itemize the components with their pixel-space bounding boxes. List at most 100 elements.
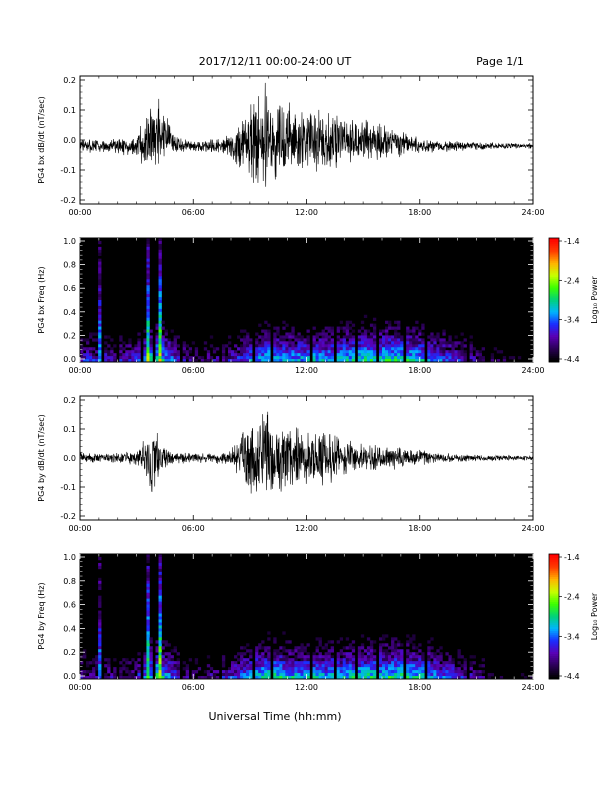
spectrogram-cell bbox=[155, 661, 159, 665]
spectrogram-cell bbox=[128, 344, 132, 348]
spectrogram-cell bbox=[237, 658, 241, 662]
spectrogram-cell bbox=[330, 353, 334, 357]
spectrogram-cell bbox=[321, 359, 325, 363]
spectrogram-cell bbox=[357, 353, 362, 357]
spectrogram-cell bbox=[282, 359, 286, 363]
spectrogram-cell bbox=[128, 353, 132, 357]
spectrogram-cell bbox=[155, 676, 159, 680]
spectrogram-cell bbox=[203, 341, 208, 345]
spectrogram-cell bbox=[104, 356, 108, 360]
spectrogram-cell bbox=[273, 350, 277, 354]
colorbar-swatch bbox=[549, 335, 559, 338]
spectrogram-cell bbox=[276, 649, 280, 653]
spectrogram-cell bbox=[170, 673, 174, 677]
spectrogram-cell bbox=[158, 332, 162, 336]
spectrogram-cell bbox=[372, 676, 377, 680]
spectrogram-cell bbox=[224, 344, 229, 348]
spectrogram-cell bbox=[98, 673, 102, 677]
spectrogram-cell bbox=[385, 347, 389, 351]
spectrogram-cell bbox=[397, 673, 401, 677]
spectrogram-cell bbox=[303, 664, 307, 668]
spectrogram-cell bbox=[400, 643, 404, 647]
spectrogram-cell bbox=[412, 664, 416, 668]
spectrogram-cell bbox=[463, 670, 467, 674]
spectrogram-cell bbox=[415, 655, 419, 659]
colorbar-swatch bbox=[549, 312, 559, 315]
spectrogram-cell bbox=[243, 338, 247, 342]
spectrogram-cell bbox=[336, 676, 341, 680]
colorbar-swatch bbox=[549, 647, 559, 651]
spectrogram-cell bbox=[246, 332, 250, 336]
spectrogram-cell bbox=[394, 646, 398, 650]
spectrogram-cell bbox=[155, 640, 159, 644]
spectrogram-cell bbox=[237, 356, 241, 360]
spectrogram-cell bbox=[146, 625, 150, 629]
spectrogram-cell bbox=[418, 667, 422, 671]
spectrogram-cell bbox=[143, 658, 147, 662]
spectrogram-cell bbox=[406, 338, 410, 342]
spectrogram-cell bbox=[339, 341, 344, 345]
colorbar-swatch bbox=[549, 291, 559, 295]
spectrogram-cell bbox=[206, 676, 211, 680]
spectrogram-cell bbox=[104, 673, 108, 677]
spectrogram-cell bbox=[113, 658, 117, 662]
spectrogram-cell bbox=[312, 670, 316, 674]
spectrogram-cell bbox=[321, 655, 325, 659]
colorbar-swatch bbox=[549, 564, 559, 567]
spectrogram-cell bbox=[297, 356, 301, 360]
spectrogram-cell bbox=[258, 664, 262, 668]
spectrogram-cell bbox=[240, 670, 244, 674]
spectrogram-cell bbox=[128, 673, 132, 677]
spectrogram-cell bbox=[158, 240, 162, 245]
spectrogram-cell bbox=[155, 649, 159, 653]
spectrogram-cell bbox=[321, 670, 325, 674]
spectrogram-cell bbox=[445, 670, 449, 674]
spectrogram-cell bbox=[137, 350, 141, 354]
spectrogram-cell bbox=[369, 344, 374, 348]
spectrogram-cell bbox=[348, 652, 353, 656]
spectrogram-cell bbox=[300, 658, 304, 662]
spectrogram-cell bbox=[400, 356, 404, 360]
spectrogram-cell bbox=[330, 670, 334, 674]
spectrogram-cell bbox=[382, 661, 386, 665]
spectrogram-cell bbox=[146, 589, 150, 593]
spectrogram-cell bbox=[357, 338, 362, 342]
spectrogram-cell bbox=[460, 347, 464, 351]
spectrogram-cell bbox=[294, 676, 298, 680]
spectrogram-cell bbox=[267, 646, 271, 650]
spectrogram-cell bbox=[315, 353, 319, 357]
spectrogram-cell bbox=[92, 356, 96, 360]
spectrogram-cell bbox=[312, 344, 316, 348]
spectrogram-cell bbox=[415, 356, 419, 360]
spectrogram-cell bbox=[363, 350, 368, 354]
colorbar-swatch bbox=[549, 314, 559, 317]
spectrogram-cell bbox=[478, 664, 482, 668]
y-tick-label: 0.2 bbox=[63, 76, 76, 85]
spectrogram-cell bbox=[303, 676, 307, 680]
spectrogram-cell bbox=[98, 347, 102, 351]
spectrogram-cell bbox=[98, 305, 102, 310]
spectrogram-cell bbox=[345, 356, 350, 360]
spectrogram-cell bbox=[267, 344, 271, 348]
spectrogram-cell bbox=[258, 655, 262, 659]
spectrogram-cell bbox=[391, 344, 395, 348]
spectrogram-cell bbox=[415, 667, 419, 671]
spectrogram-cell bbox=[173, 646, 177, 650]
y-tick-label: -0.1 bbox=[60, 166, 76, 175]
spectrogram-cell bbox=[161, 350, 165, 354]
spectrogram-cell bbox=[107, 356, 111, 360]
spectrogram-cell bbox=[445, 676, 449, 680]
spectrogram-cell bbox=[427, 670, 431, 674]
spectrogram-cell bbox=[412, 634, 416, 638]
spectrogram-cell bbox=[212, 676, 217, 680]
spectrogram-cell bbox=[95, 350, 99, 354]
spectrogram-cell bbox=[421, 323, 425, 327]
by-dbdt-ylabel: PG4 by dB/dt (nT/sec) bbox=[37, 414, 46, 501]
spectrogram-cell bbox=[366, 329, 371, 333]
spectrogram-cell bbox=[472, 347, 476, 351]
spectrogram-cell bbox=[170, 344, 174, 348]
spectrogram-cell bbox=[324, 676, 328, 680]
spectrogram-cell bbox=[231, 350, 235, 354]
spectrogram-cell bbox=[442, 353, 446, 357]
spectrogram-cell bbox=[234, 350, 238, 354]
